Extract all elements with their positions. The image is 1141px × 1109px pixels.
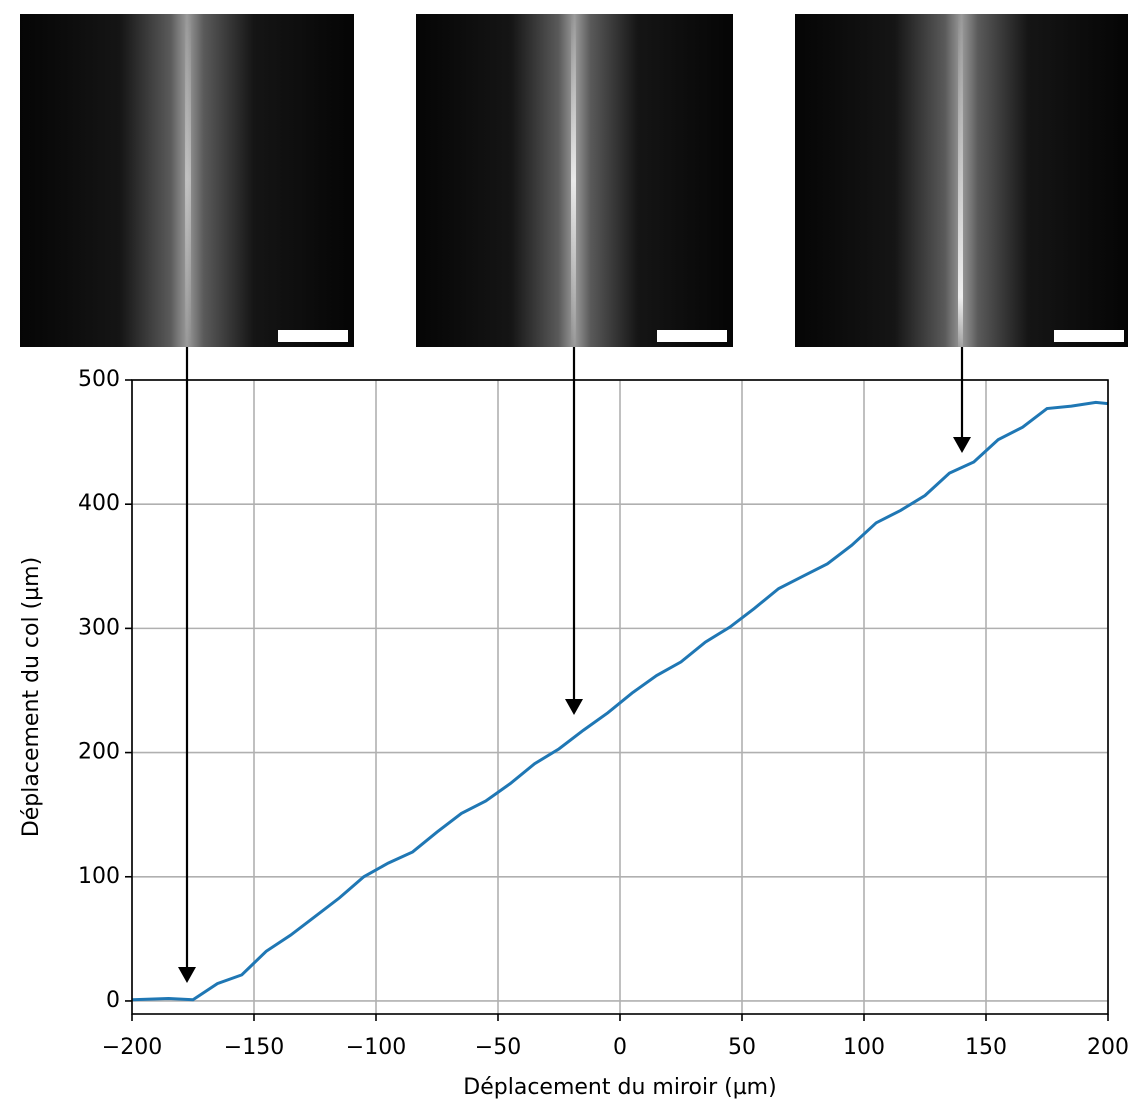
- scale-bar: [278, 330, 348, 342]
- y-tick-label: 200: [78, 740, 120, 765]
- y-tick-label: 0: [106, 988, 120, 1013]
- x-tick-label: 0: [613, 1035, 627, 1060]
- x-axis-label: Déplacement du miroir (µm): [463, 1075, 776, 1100]
- beam-focus: [571, 14, 576, 347]
- arrows: [178, 347, 971, 983]
- x-tick-label: −100: [346, 1035, 406, 1060]
- y-tick-label: 300: [78, 615, 120, 640]
- x-tick-label: −200: [102, 1035, 162, 1060]
- scale-bar: [1054, 330, 1124, 342]
- beam-focus: [185, 14, 191, 347]
- plot-frame: [131, 379, 1109, 1015]
- arrow-head: [565, 699, 583, 715]
- x-tick-label: 50: [728, 1035, 756, 1060]
- y-tick-label: 100: [78, 864, 120, 889]
- y-tick-label: 400: [78, 491, 120, 516]
- arrow-head: [178, 967, 196, 983]
- x-tick-label: −150: [224, 1035, 284, 1060]
- plot: −200 −150 −100 −50 0 50 100 150 200 0 100 200 300 400…: [78, 367, 1129, 1060]
- arrow-head: [953, 437, 971, 453]
- scale-bar: [657, 330, 727, 342]
- y-axis-label: Déplacement du col (µm): [19, 557, 44, 837]
- data-line: [132, 400, 1108, 1002]
- x-tick-label: 100: [843, 1035, 885, 1060]
- x-tick-label: 200: [1087, 1035, 1129, 1060]
- beam-images: [20, 14, 1128, 347]
- x-tick-label: 150: [965, 1035, 1007, 1060]
- x-tick-label: −50: [475, 1035, 521, 1060]
- beam-focus: [958, 14, 963, 347]
- y-tick-label: 500: [78, 367, 120, 392]
